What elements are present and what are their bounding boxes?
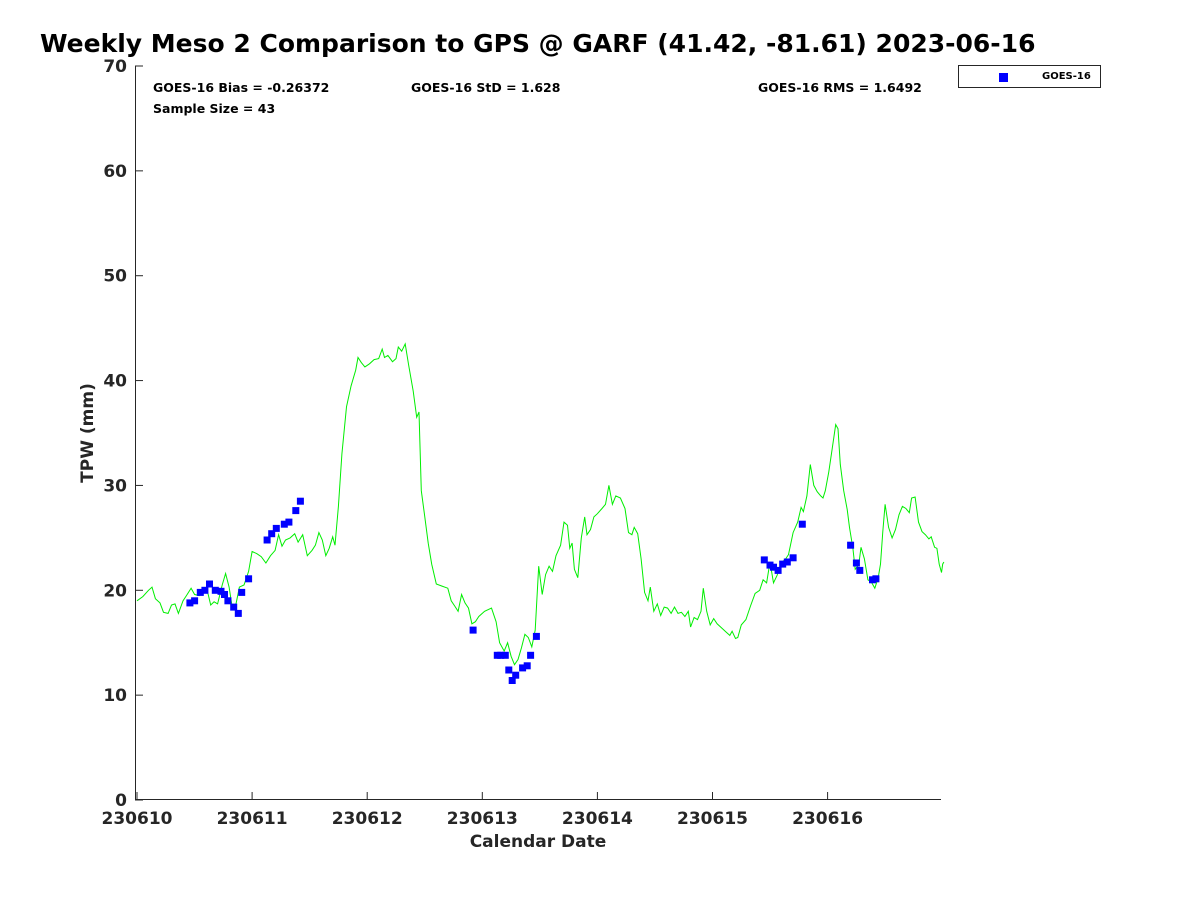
y-tick-label: 30 bbox=[103, 476, 127, 496]
x-tick-label: 230610 bbox=[102, 809, 173, 829]
legend-marker-square bbox=[999, 73, 1008, 82]
y-tick-label: 20 bbox=[103, 581, 127, 601]
legend: GOES-16 bbox=[958, 65, 1101, 88]
goes16-point-layer bbox=[186, 497, 880, 684]
x-axis-label: Calendar Date bbox=[470, 832, 607, 852]
goes16-data-point bbox=[532, 632, 540, 640]
goes16-data-point bbox=[789, 554, 797, 562]
goes16-data-point bbox=[206, 580, 213, 588]
goes16-data-point bbox=[234, 609, 242, 617]
goes16-data-point bbox=[856, 566, 864, 574]
goes16-data-point bbox=[285, 518, 293, 526]
y-tick-label: 50 bbox=[103, 267, 127, 287]
goes16-data-point bbox=[224, 597, 232, 605]
goes16-data-point bbox=[230, 603, 238, 611]
bias-stat: GOES-16 Bias = -0.26372 bbox=[153, 80, 330, 95]
goes16-data-point bbox=[760, 556, 768, 564]
goes16-data-point bbox=[238, 588, 246, 596]
goes16-data-point bbox=[774, 566, 782, 574]
goes16-data-point bbox=[770, 563, 777, 571]
goes16-data-point bbox=[221, 591, 228, 598]
gps-series-line bbox=[136, 342, 945, 666]
goes16-data-point bbox=[519, 664, 527, 672]
goes16-data-point bbox=[296, 497, 304, 505]
goes16-data-point bbox=[852, 559, 860, 567]
std-stat: GOES-16 StD = 1.628 bbox=[411, 80, 561, 95]
goes16-data-point bbox=[505, 666, 513, 674]
y-ticks: 0 10 20 30 40 50 60 70 bbox=[103, 57, 143, 811]
y-tick-label: 10 bbox=[103, 686, 127, 706]
rms-stat: GOES-16 RMS = 1.6492 bbox=[758, 80, 922, 95]
legend-label: GOES-16 bbox=[1042, 71, 1091, 82]
x-tick-label: 230611 bbox=[217, 809, 288, 829]
goes16-data-point bbox=[196, 588, 204, 596]
goes16-data-point bbox=[501, 651, 509, 659]
goes16-data-point bbox=[469, 626, 477, 634]
x-tick-label: 230614 bbox=[562, 809, 633, 829]
goes16-data-point bbox=[272, 524, 280, 532]
x-tick-label: 230612 bbox=[332, 809, 403, 829]
goes16-data-point bbox=[280, 520, 288, 528]
goes16-data-point bbox=[512, 671, 520, 679]
goes16-data-point bbox=[191, 597, 199, 605]
goes16-data-point bbox=[211, 586, 219, 594]
y-tick-label: 40 bbox=[103, 372, 127, 392]
goes16-data-point bbox=[186, 599, 194, 607]
gps-line-layer bbox=[136, 342, 945, 666]
y-tick-label: 70 bbox=[103, 57, 127, 77]
goes16-data-point bbox=[497, 651, 505, 659]
goes16-data-point bbox=[779, 560, 787, 568]
goes16-data-point bbox=[245, 575, 253, 583]
goes16-data-point bbox=[872, 575, 880, 583]
y-axis-label: TPW (mm) bbox=[78, 383, 98, 483]
goes16-data-point bbox=[847, 541, 855, 549]
y-tick-label: 60 bbox=[103, 162, 127, 182]
goes16-data-point bbox=[201, 586, 209, 594]
x-tick-label: 230615 bbox=[677, 809, 748, 829]
goes16-data-point bbox=[508, 677, 516, 684]
goes16-data-point bbox=[798, 520, 806, 528]
goes16-data-point bbox=[783, 558, 791, 566]
goes16-data-point bbox=[523, 662, 531, 670]
goes16-data-point bbox=[292, 507, 300, 515]
y-tick-label: 0 bbox=[115, 791, 127, 811]
axes-box bbox=[136, 67, 941, 800]
chart-title: Weekly Meso 2 Comparison to GPS @ GARF (… bbox=[40, 29, 1036, 58]
sample-size-stat: Sample Size = 43 bbox=[153, 101, 276, 116]
x-tick-label: 230616 bbox=[792, 809, 863, 829]
x-tick-label: 230613 bbox=[447, 809, 518, 829]
goes16-data-point bbox=[263, 536, 271, 544]
goes16-data-point bbox=[268, 530, 276, 538]
x-ticks: 230610 230611 230612 230613 230614 230615 2306… bbox=[102, 792, 863, 829]
goes16-data-point bbox=[527, 651, 535, 659]
